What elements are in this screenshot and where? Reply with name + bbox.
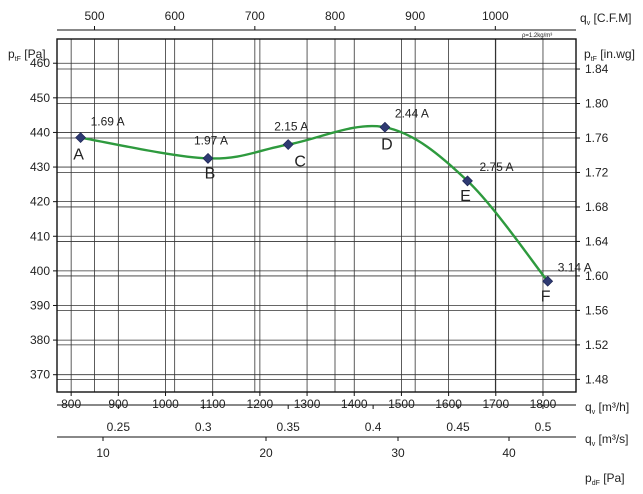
top-tick-label: 1000: [482, 9, 509, 23]
bottom-tick-label: 900: [108, 397, 128, 411]
bottom-tick-label: 1200: [247, 397, 274, 411]
bottom-tick-label: 1300: [294, 397, 321, 411]
bottom-tick-label: 1600: [435, 397, 462, 411]
top-tick-label: 800: [325, 9, 345, 23]
pdf-tick-label: 40: [502, 446, 516, 460]
point-marker-e: [462, 175, 473, 187]
ms-tick-label: 0.4: [365, 420, 382, 434]
right-tick-label: 1.68: [585, 200, 609, 214]
data-points: 1.69 A A 1.97 A B 2.15 A C 2.44 A D 2.75 A E 3.14 …: [73, 106, 591, 305]
ms-axis-title: qv [m³/s]: [585, 432, 629, 448]
point-current-label-d: 2.44 A: [395, 106, 429, 120]
ms-tick-label: 0.35: [277, 420, 301, 434]
left-tick-label: 460: [30, 56, 50, 70]
pdf-tick-label: 20: [259, 446, 273, 460]
curve-layer: [80, 124, 549, 283]
left-tick-label: 370: [30, 368, 50, 382]
point-letter-d: D: [381, 136, 393, 153]
left-axis-title: ptF [Pa]: [8, 47, 46, 63]
right-tick-label: 1.56: [585, 303, 609, 317]
left-tick-label: 450: [30, 91, 50, 105]
left-tick-label: 400: [30, 264, 50, 278]
top-tick-label: 500: [84, 9, 104, 23]
top-tick-label: 700: [245, 9, 265, 23]
ms-tick-label: 0.3: [195, 420, 212, 434]
point-marker-f: [542, 275, 554, 287]
point-current-label-f: 3.14 A: [558, 260, 592, 274]
point-letter-a: A: [73, 147, 84, 164]
density-note: ρ=1.2kg/m³: [522, 33, 552, 39]
left-tick-label: 440: [30, 125, 50, 139]
bottom-tick-label: 1000: [152, 397, 179, 411]
right-tick-label: 1.72: [585, 165, 609, 179]
right-tick-label: 1.64: [585, 234, 609, 248]
bottom-axis-title: qv [m³/h]: [585, 400, 629, 416]
top-tick-label: 600: [165, 9, 185, 23]
point-letter-e: E: [460, 188, 471, 205]
point-marker-d: [379, 121, 391, 133]
left-tick-label: 430: [30, 160, 50, 174]
plot-border: [56, 38, 577, 393]
pdf-tick-label: 10: [96, 446, 110, 460]
top-axis-title: qv [C.F.M]: [580, 11, 632, 27]
left-tick-label: 410: [30, 229, 50, 243]
point-letter-f: F: [541, 288, 551, 305]
ms-tick-label: 0.5: [535, 420, 552, 434]
point-letter-b: B: [205, 165, 216, 182]
bottom-tick-label: 800: [61, 397, 81, 411]
right-tick-label: 1.84: [585, 62, 609, 76]
performance-curve: [80, 124, 549, 283]
ms-tick-label: 0.45: [446, 420, 470, 434]
pdf-tick-label: 30: [391, 446, 405, 460]
right-axis-title: ptF [in.wg]: [584, 47, 635, 63]
bottom-tick-label: 1700: [482, 397, 509, 411]
point-current-label-a: 1.69 A: [91, 115, 125, 129]
left-tick-label: 380: [30, 333, 50, 347]
left-tick-label: 390: [30, 298, 50, 312]
point-current-label-c: 2.15 A: [274, 120, 308, 134]
ms-tick-label: 0.25: [107, 420, 131, 434]
top-tick-label: 900: [405, 9, 425, 23]
point-letter-c: C: [294, 154, 306, 171]
bottom-tick-label: 1400: [341, 397, 368, 411]
pdf-axis-title: pdF [Pa]: [585, 471, 625, 487]
plot-frame: [56, 29, 577, 438]
point-current-label-b: 1.97 A: [194, 133, 228, 147]
point-marker-a: [75, 132, 87, 144]
right-tick-label: 1.76: [585, 131, 609, 145]
point-current-label-e: 2.75 A: [479, 160, 513, 174]
right-tick-label: 1.52: [585, 338, 609, 352]
bottom-tick-label: 1500: [388, 397, 415, 411]
point-marker-b: [202, 152, 214, 164]
bottom-tick-label: 1100: [200, 397, 226, 411]
bottom-tick-label: 1800: [530, 397, 557, 411]
point-marker-c: [282, 139, 294, 150]
right-tick-label: 1.48: [585, 372, 609, 386]
right-tick-label: 1.80: [585, 97, 609, 111]
right-tick-label: 1.60: [585, 269, 609, 283]
left-tick-label: 420: [30, 195, 50, 209]
